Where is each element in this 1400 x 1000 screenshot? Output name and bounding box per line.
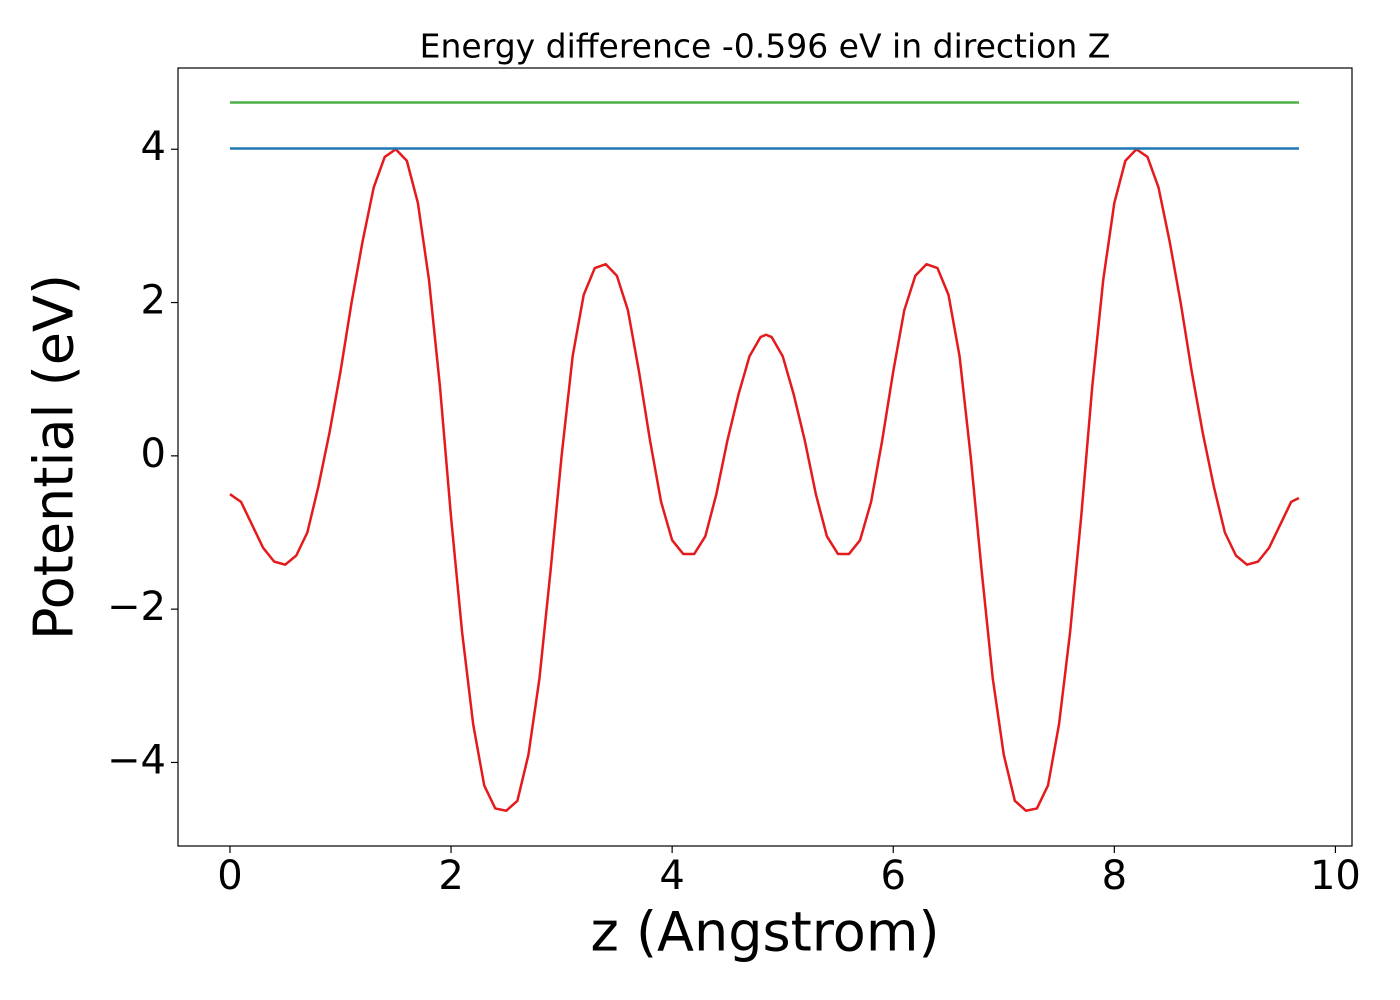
y-axis-label: Potential (eV) bbox=[23, 274, 86, 640]
y-tick-label: −4 bbox=[107, 737, 166, 783]
y-tick-label: 4 bbox=[141, 124, 166, 170]
plot-frame bbox=[177, 67, 1353, 847]
x-tick-label: 8 bbox=[1102, 853, 1127, 899]
x-axis-label: z (Angstrom) bbox=[590, 901, 939, 964]
x-tick-label: 10 bbox=[1310, 853, 1361, 899]
y-tick-label: −2 bbox=[107, 584, 166, 630]
x-tick-label: 0 bbox=[217, 853, 242, 899]
x-tick-label: 6 bbox=[881, 853, 906, 899]
chart-title: Energy difference -0.596 eV in direction… bbox=[420, 27, 1111, 66]
y-tick-label: 2 bbox=[141, 278, 166, 324]
y-tick-label: 0 bbox=[141, 431, 166, 477]
x-tick-label: 4 bbox=[659, 853, 684, 899]
x-tick-label: 2 bbox=[438, 853, 463, 899]
data-line bbox=[229, 148, 1300, 812]
